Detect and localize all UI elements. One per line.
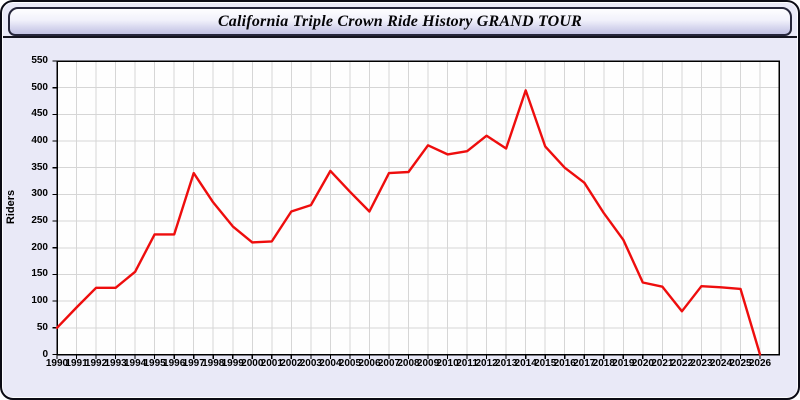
title-separator: [3, 36, 797, 38]
x-tick-label: 2026: [748, 358, 772, 369]
x-tick-label: 2014: [514, 358, 537, 369]
x-tick-label: 2023: [690, 358, 713, 369]
y-tick-label: 250: [31, 215, 48, 227]
x-tick-label: 1992: [84, 358, 108, 369]
x-tick-label: 1994: [123, 358, 147, 369]
x-tick-label: 2015: [534, 358, 557, 369]
x-tick-label: 2010: [436, 358, 459, 369]
title-bar: California Triple Crown Ride History GRA…: [8, 7, 792, 36]
x-tick-label: 2016: [553, 358, 576, 369]
x-tick-label: 2022: [670, 358, 694, 369]
y-tick-label: 0: [42, 348, 48, 360]
x-tick-label: 2002: [280, 358, 303, 369]
y-tick-label: 550: [31, 55, 48, 66]
x-tick-label: 1996: [163, 358, 186, 369]
y-tick-label: 50: [36, 321, 48, 333]
y-tick-label: 300: [31, 188, 48, 200]
x-tick-label: 2017: [573, 358, 596, 369]
x-tick-label: 2008: [397, 358, 420, 369]
y-tick-label: 150: [31, 268, 48, 280]
x-tick-label: 2011: [456, 358, 478, 369]
y-tick-label: 400: [31, 135, 48, 147]
x-tick-label: 2009: [416, 358, 440, 369]
x-tick-label: 1990: [45, 358, 69, 369]
x-tick-label: 1995: [143, 358, 166, 369]
y-tick-label: 350: [31, 161, 48, 173]
x-tick-label: 2025: [729, 358, 752, 369]
x-tick-label: 2021: [651, 358, 674, 369]
x-tick-label: 2005: [338, 358, 362, 369]
x-tick-label: 2000: [241, 358, 264, 369]
x-tick-label: 2020: [631, 358, 654, 369]
y-tick-label: 450: [31, 108, 48, 120]
x-tick-label: 1991: [65, 358, 88, 369]
x-tick-label: 1999: [221, 358, 244, 369]
x-tick-label: 1993: [104, 358, 127, 369]
y-tick-label: 100: [31, 295, 48, 307]
x-tick-label: 2019: [612, 358, 635, 369]
x-tick-label: 2001: [260, 358, 283, 369]
x-tick-label: 2018: [592, 358, 615, 369]
y-tick-label: 200: [31, 241, 48, 253]
x-tick-label: 2003: [299, 358, 322, 369]
page-title: California Triple Crown Ride History GRA…: [217, 12, 583, 30]
x-tick-label: 2006: [358, 358, 381, 369]
x-tick-label: 1997: [182, 358, 205, 369]
y-tick-label: 500: [31, 81, 48, 93]
x-tick-label: 2024: [709, 358, 733, 369]
x-tick-label: 2012: [475, 358, 498, 369]
x-tick-label: 1998: [202, 358, 225, 369]
x-tick-label: 2013: [495, 358, 518, 369]
x-tick-label: 2004: [319, 358, 342, 369]
x-tick-label: 2007: [377, 358, 401, 369]
line-chart-plot: [52, 60, 780, 359]
